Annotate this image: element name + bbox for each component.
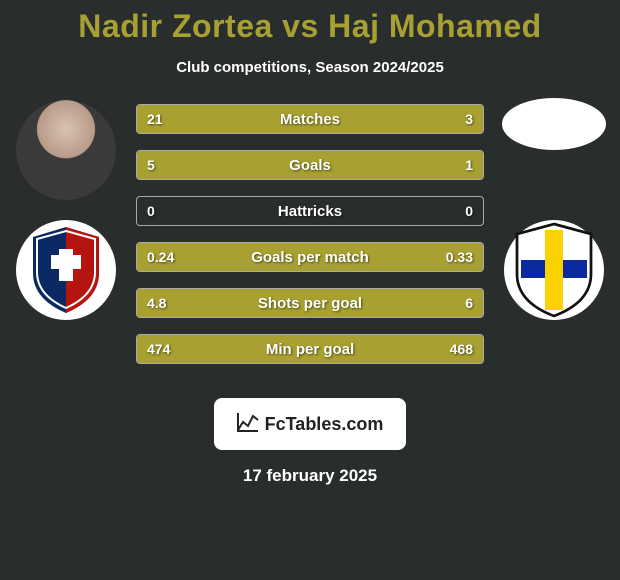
stat-value-right: 0 [465, 197, 473, 225]
stat-row: 4.86Shots per goal [136, 288, 484, 318]
stat-value-right: 1 [465, 151, 473, 179]
club-badge-right [504, 220, 604, 320]
stat-row: 213Matches [136, 104, 484, 134]
stat-value-left: 4.8 [147, 289, 166, 317]
content-area: 213Matches51Goals00Hattricks0.240.33Goal… [0, 104, 620, 384]
bar-right-fill [291, 289, 483, 317]
stat-value-left: 474 [147, 335, 170, 363]
shield-cross-icon [511, 222, 597, 318]
comparison-title: Nadir Zortea vs Haj Mohamed [0, 0, 620, 45]
stat-value-left: 5 [147, 151, 155, 179]
stat-row: 0 0Hattricks [136, 196, 484, 226]
stat-value-right: 468 [450, 335, 473, 363]
chart-line-icon [237, 412, 259, 437]
stat-value-left: 0.24 [147, 243, 174, 271]
stat-label: Hattricks [137, 197, 483, 225]
player-left-column [6, 98, 126, 320]
stat-row: 51Goals [136, 150, 484, 180]
player-right-avatar [502, 98, 606, 150]
club-badge-left [16, 220, 116, 320]
brand-text: FcTables.com [265, 414, 384, 435]
stat-row: 0.240.33Goals per match [136, 242, 484, 272]
bar-right-fill [440, 105, 483, 133]
bar-left-fill [137, 105, 440, 133]
player-left-avatar [14, 98, 118, 202]
stat-row: 474468Min per goal [136, 334, 484, 364]
stat-value-right: 0.33 [446, 243, 473, 271]
bar-left-fill [137, 151, 425, 179]
stat-value-left: 21 [147, 105, 163, 133]
bar-right-fill [425, 151, 483, 179]
footer-date: 17 february 2025 [0, 466, 620, 486]
stat-bars: 213Matches51Goals00Hattricks0.240.33Goal… [136, 104, 484, 380]
comparison-subtitle: Club competitions, Season 2024/2025 [0, 59, 620, 76]
player-right-column [494, 98, 614, 320]
stat-value-left: 0 [147, 197, 155, 225]
brand-badge: FcTables.com [214, 398, 406, 450]
shield-icon [27, 225, 105, 315]
stat-value-right: 3 [465, 105, 473, 133]
stat-value-right: 6 [465, 289, 473, 317]
